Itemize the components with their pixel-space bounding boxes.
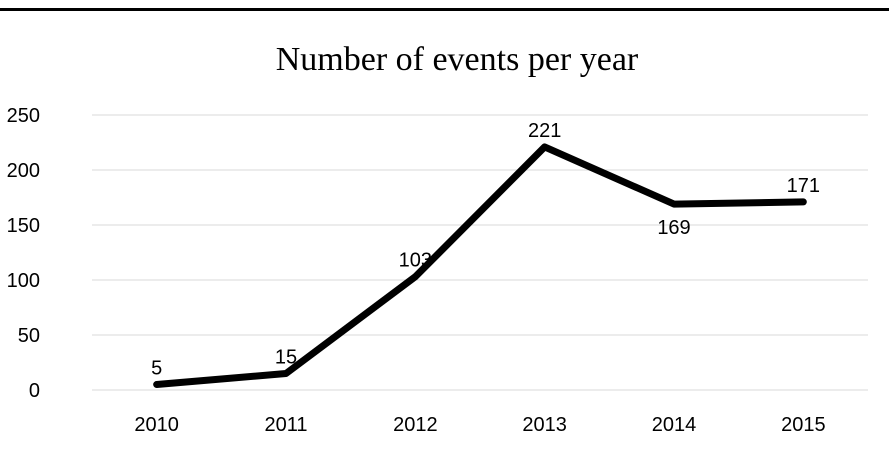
data-point xyxy=(156,384,158,385)
data-point xyxy=(414,276,416,278)
data-label: 103 xyxy=(399,250,432,272)
data-labels: 5 15 103 221 169 171 xyxy=(151,120,820,380)
data-point xyxy=(285,373,287,374)
y-tick-label: 150 xyxy=(7,215,40,237)
gridlines xyxy=(92,114,868,391)
data-label: 5 xyxy=(151,358,162,380)
data-point xyxy=(673,203,675,205)
x-tick-label: 2013 xyxy=(522,414,567,436)
data-label: 221 xyxy=(528,120,561,142)
y-tick-label: 100 xyxy=(7,270,40,292)
y-tick-label: 250 xyxy=(7,105,40,127)
data-point xyxy=(802,201,804,203)
x-tick-label: 2012 xyxy=(393,414,438,436)
x-tick-label: 2010 xyxy=(134,414,179,436)
data-point xyxy=(544,146,546,148)
series-line xyxy=(153,143,807,388)
data-label: 15 xyxy=(275,347,297,369)
data-label: 171 xyxy=(787,175,820,197)
chart-title: Number of events per year xyxy=(276,41,639,78)
series-layer xyxy=(153,143,807,388)
top-rule xyxy=(0,8,889,11)
x-axis-ticks: 2010 2011 2012 2013 2014 2015 xyxy=(134,414,825,436)
x-tick-label: 2011 xyxy=(264,414,307,436)
x-tick-label: 2014 xyxy=(652,414,697,436)
y-tick-label: 0 xyxy=(29,380,40,402)
y-tick-label: 50 xyxy=(18,325,40,347)
data-label: 169 xyxy=(657,217,690,239)
y-axis-ticks: 0 50 100 150 200 250 xyxy=(7,105,40,402)
x-tick-label: 2015 xyxy=(781,414,826,436)
y-tick-label: 200 xyxy=(7,160,40,182)
